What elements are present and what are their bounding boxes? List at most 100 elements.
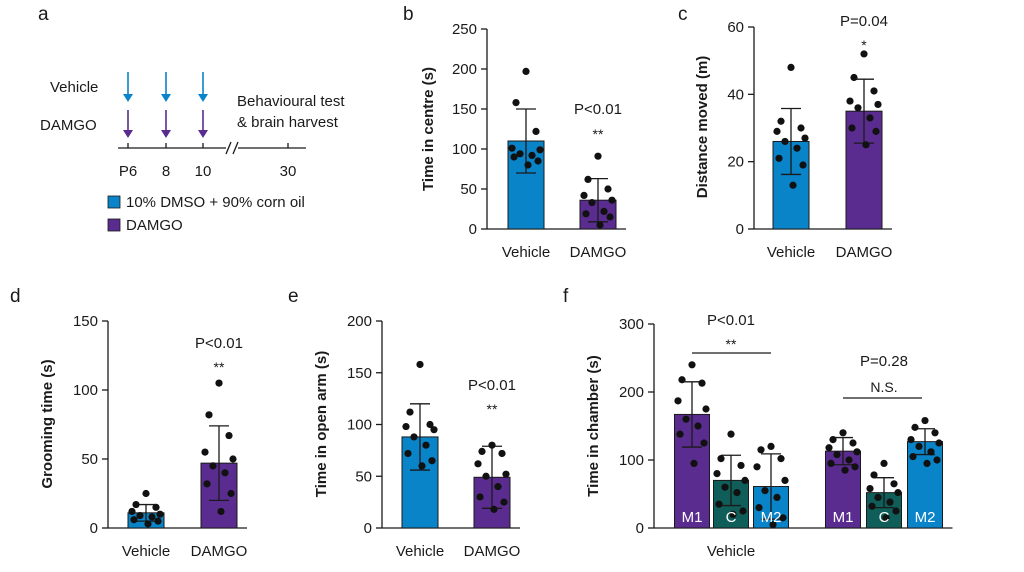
panel-f-point-4-8 — [892, 507, 900, 515]
panel-e-point-0-9 — [418, 462, 426, 470]
panel-c-ytick-label-60: 60 — [727, 19, 744, 36]
panel-c-point-0-3 — [773, 127, 781, 135]
panel-b-plot: 0 50 100 150 200 250 — [452, 21, 626, 238]
panel-f-point-4-4 — [894, 489, 902, 497]
panel-c-point-1-9 — [862, 141, 870, 149]
panel-f-point-4-1 — [870, 471, 878, 479]
panel-d-plot: 0 50 100 150 — [73, 313, 247, 537]
panel-d-point-1-8 — [227, 489, 235, 498]
panel-f-point-3-1 — [829, 436, 837, 444]
legend-label-vehicle: 10% DMSO + 90% corn oil — [126, 194, 305, 211]
row-label-damgo: DAMGO — [40, 117, 97, 134]
panel-f-ytick-label-300: 300 — [619, 316, 644, 333]
panel-b-point-0-7 — [510, 153, 518, 161]
panel-c-point-1-7 — [848, 124, 856, 132]
panel-c-point-1-1 — [850, 73, 858, 82]
panel-f-point-3-5 — [833, 450, 841, 459]
panel-d-xcat-vehicle: Vehicle — [122, 543, 170, 560]
panel-c-point-1-2 — [870, 87, 878, 95]
panel-f-bar-label-3: M1 — [833, 509, 854, 526]
event-text-line1: Behavioural test — [237, 93, 345, 110]
panel-b-xcat-damgo: DAMGO — [570, 244, 627, 261]
panel-c-stars: * — [861, 37, 867, 53]
panel-b-point-0-6 — [528, 151, 536, 159]
panel-f-point-5-2 — [931, 429, 939, 437]
panel-c-xcat-damgo: DAMGO — [836, 244, 893, 261]
timeline — [118, 141, 306, 155]
panel-f-point-0-4 — [702, 405, 710, 413]
panel-f-bar-label-1: C — [726, 509, 737, 526]
panel-c-point-0-2 — [797, 124, 805, 132]
panel-b-point-1-3 — [580, 191, 588, 199]
event-text-line2: & brain harvest — [237, 114, 339, 131]
panel-b-point-0-3 — [508, 144, 516, 152]
damgo-arrows — [123, 110, 208, 138]
panel-f-point-1-7 — [715, 500, 723, 508]
panel-e-ytick-label-100: 100 — [347, 417, 372, 434]
panel-c-point-0-0 — [787, 63, 795, 71]
panel-b: b Time in centre (s) 0 50 100 150 200 250 Veh… — [403, 4, 626, 261]
timeline-tick-30: 30 — [280, 163, 297, 180]
panel-e-point-1-4 — [502, 470, 510, 478]
panel-e-point-1-0 — [488, 441, 496, 449]
legend-swatch-vehicle — [107, 195, 121, 209]
panel-c-point-0-8 — [799, 161, 807, 169]
panel-c-point-1-3 — [846, 97, 854, 105]
panel-b-point-0-9 — [524, 161, 532, 169]
panel-d-point-0-8 — [154, 517, 162, 525]
panel-d-point-1-5 — [209, 462, 217, 470]
panel-e-point-0-4 — [430, 426, 438, 434]
panel-e-point-0-0 — [416, 360, 424, 369]
panel-f-p-value-second: P=0.28 — [860, 353, 908, 370]
panel-b-ytick-label-150: 150 — [452, 101, 477, 118]
panel-c-point-1-5 — [854, 104, 862, 112]
panel-b-ytick-label-0: 0 — [469, 221, 477, 238]
timeline-tick-p6: P6 — [119, 163, 137, 180]
panel-d-point-0-5 — [136, 511, 144, 520]
panel-f-point-4-5 — [874, 493, 882, 501]
panel-f-plot: 0 100 200 300 M1 C M2 M1 C M2 — [619, 316, 953, 537]
panel-f-point-4-9 — [882, 514, 890, 522]
panel-f-point-5-0 — [921, 416, 929, 425]
panel-f-point-0-0 — [688, 361, 696, 369]
panel-f-point-1-8 — [739, 507, 747, 515]
panel-d-point-0-3 — [128, 507, 136, 516]
arrow-damgo-p10 — [198, 110, 208, 138]
panel-b-point-0-5 — [516, 150, 524, 158]
panel-d-point-0-7 — [130, 516, 138, 524]
panel-c-point-1-8 — [872, 127, 880, 135]
panel-a: a Vehicle DAMGO — [38, 4, 345, 234]
panel-f-point-1-4 — [741, 476, 749, 484]
panel-d-ytick-label-50: 50 — [81, 451, 98, 468]
panel-b-point-1-7 — [582, 210, 590, 218]
panel-f-point-3-9 — [841, 466, 849, 474]
panel-f-bar-label-0: M1 — [682, 509, 703, 526]
panel-b-p-value: P<0.01 — [574, 101, 622, 118]
panel-c-point-0-5 — [781, 137, 789, 146]
panel-c-letter: c — [678, 4, 688, 25]
panel-d-point-1-1 — [205, 411, 213, 419]
timeline-tick-8: 8 — [162, 163, 170, 180]
panel-f-point-1-2 — [737, 461, 745, 470]
panel-b-point-0-1 — [512, 99, 520, 107]
panel-f-point-4-3 — [866, 484, 874, 493]
panel-e-point-0-2 — [426, 420, 434, 429]
panel-c-point-0-6 — [793, 144, 801, 152]
panel-f-point-1-1 — [717, 455, 725, 463]
panel-b-ytick-label-250: 250 — [452, 21, 477, 38]
arrow-damgo-p6 — [123, 110, 133, 138]
panel-d-xcat-damgo: DAMGO — [191, 543, 248, 560]
panel-d-point-1-4 — [229, 455, 237, 463]
panel-f-point-0-5 — [682, 415, 690, 423]
panel-a-letter: a — [38, 4, 49, 25]
arrow-damgo-p8 — [161, 110, 171, 138]
panel-c-point-0-4 — [801, 134, 809, 142]
panel-f-point-0-7 — [676, 430, 684, 438]
panel-b-point-1-6 — [600, 207, 608, 215]
panel-f-point-2-2 — [777, 455, 785, 463]
panel-f-point-5-1 — [911, 423, 919, 431]
panel-b-point-1-2 — [604, 185, 612, 193]
panel-c-ytick-label-0: 0 — [736, 221, 744, 238]
panel-b-point-1-1 — [584, 175, 592, 183]
panel-e-letter: e — [288, 286, 299, 307]
